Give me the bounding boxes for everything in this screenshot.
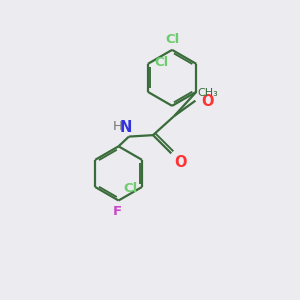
Text: Cl: Cl <box>123 182 138 195</box>
Text: H: H <box>113 120 123 133</box>
Text: F: F <box>112 205 122 218</box>
Text: Cl: Cl <box>165 33 179 46</box>
Text: Cl: Cl <box>154 56 169 69</box>
Text: O: O <box>202 94 214 109</box>
Text: CH₃: CH₃ <box>197 88 218 98</box>
Text: N: N <box>119 120 131 135</box>
Text: O: O <box>174 155 187 170</box>
